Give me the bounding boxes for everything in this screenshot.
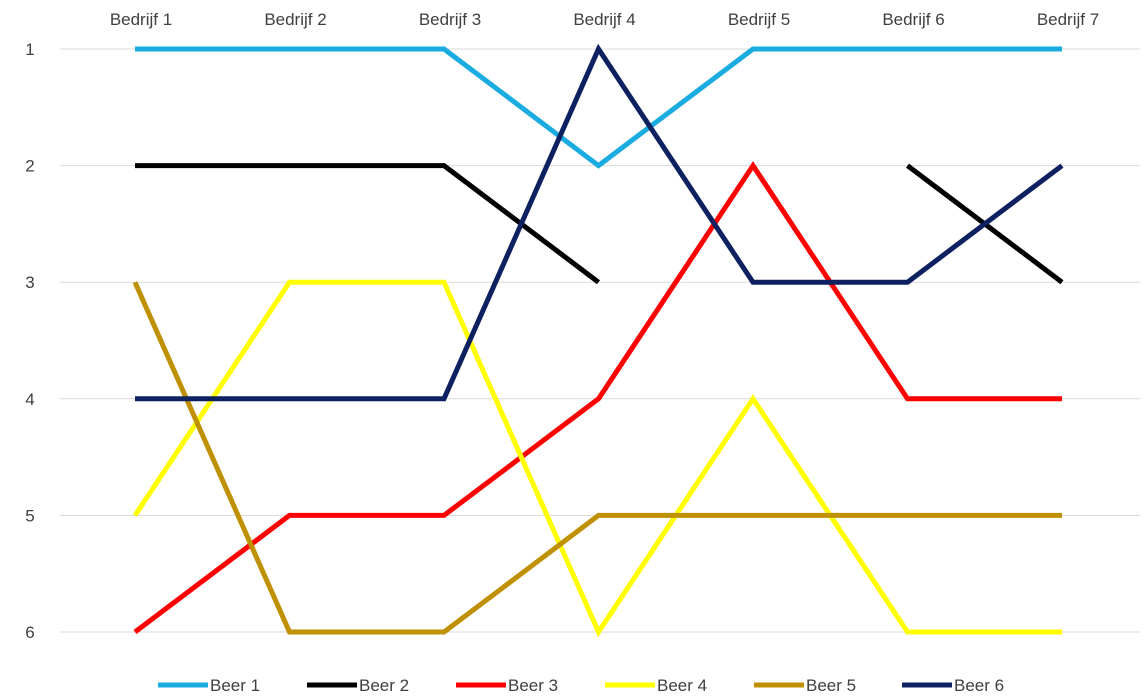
legend-item: Beer 2 — [307, 676, 409, 695]
series-5 — [132, 281, 1062, 635]
x-tick-label: Bedrijf 4 — [573, 10, 635, 29]
series-line-segment — [133, 161, 1062, 634]
legend-item: Beer 6 — [902, 676, 1004, 695]
x-axis-tick-labels: Bedrijf 1 Bedrijf 2 Bedrijf 3 Bedrijf 4 Bedr… — [110, 10, 1099, 29]
series-6 — [135, 43, 1064, 402]
series-4 — [132, 279, 1062, 638]
legend-label: Beer 6 — [954, 676, 1004, 695]
legend-item: Beer 3 — [456, 676, 558, 695]
series-line-segment — [132, 281, 1062, 635]
series-line-segment — [135, 163, 601, 285]
y-tick-label: 3 — [25, 273, 34, 292]
y-tick-label: 6 — [25, 623, 34, 642]
y-tick-label: 5 — [25, 506, 34, 525]
x-tick-label: Bedrijf 5 — [728, 10, 790, 29]
legend-item: Beer 4 — [605, 676, 707, 695]
y-tick-label: 1 — [25, 40, 34, 59]
legend-label: Beer 3 — [508, 676, 558, 695]
legend-item: Beer 1 — [158, 676, 260, 695]
series-line-segment — [135, 46, 1062, 169]
legend-label: Beer 4 — [657, 676, 707, 695]
y-tick-label: 4 — [25, 390, 34, 409]
series-lines — [132, 43, 1064, 638]
series-2 — [135, 163, 1064, 285]
x-tick-label: Bedrijf 1 — [110, 10, 172, 29]
legend: Beer 1 Beer 2 Beer 3 Beer 4 Beer 5 Beer 6 — [158, 676, 1004, 695]
series-1 — [135, 46, 1062, 169]
legend-label: Beer 1 — [210, 676, 260, 695]
legend-label: Beer 2 — [359, 676, 409, 695]
x-tick-label: Bedrijf 6 — [882, 10, 944, 29]
series-line-segment — [132, 279, 1062, 638]
gridlines — [60, 48, 1140, 633]
x-tick-label: Bedrijf 2 — [264, 10, 326, 29]
x-tick-label: Bedrijf 3 — [419, 10, 481, 29]
legend-label: Beer 5 — [806, 676, 856, 695]
x-tick-label: Bedrijf 7 — [1037, 10, 1099, 29]
y-axis-tick-labels: 1 2 3 4 5 6 — [25, 40, 34, 642]
series-3 — [133, 161, 1062, 634]
y-tick-label: 2 — [25, 157, 34, 176]
series-line-segment — [135, 43, 1064, 402]
legend-item: Beer 5 — [754, 676, 856, 695]
